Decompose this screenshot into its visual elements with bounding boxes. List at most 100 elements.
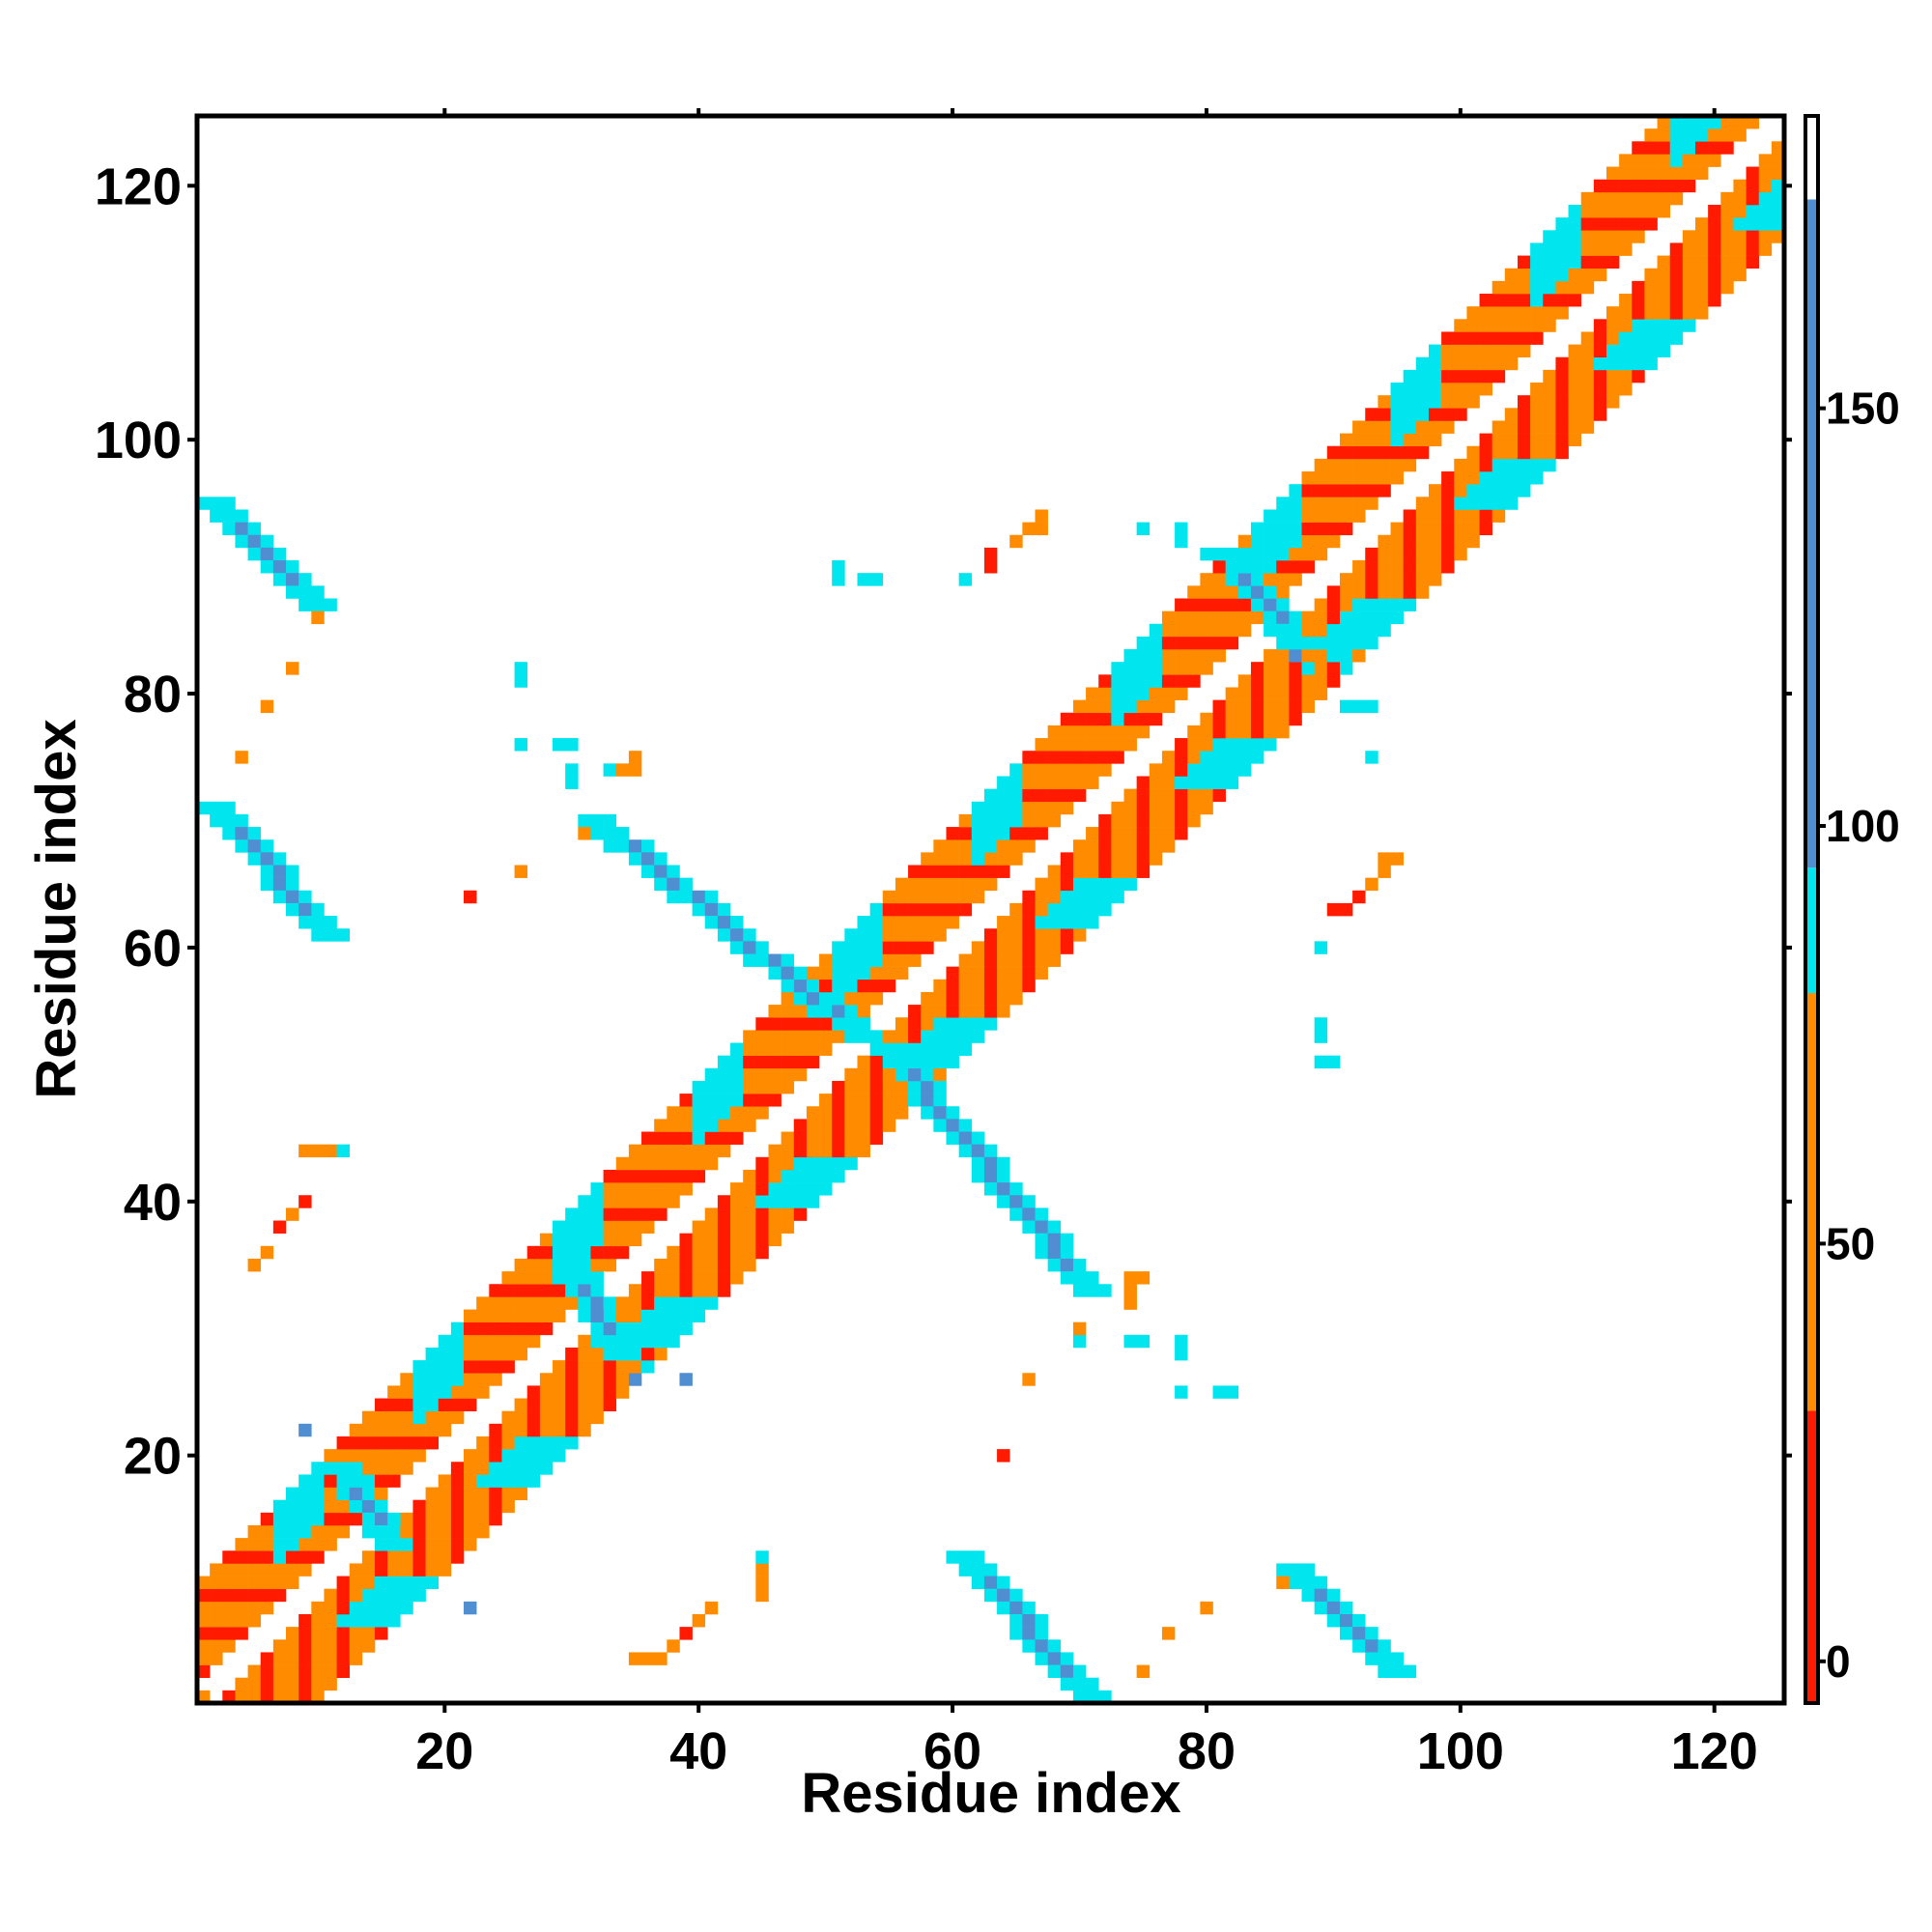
heatmap-cell: [590, 1373, 604, 1386]
heatmap-cell: [1517, 471, 1531, 485]
heatmap-cell: [1098, 1690, 1112, 1704]
heatmap-cell: [603, 839, 617, 853]
heatmap-cell: [768, 1182, 781, 1196]
heatmap-cell: [958, 1119, 973, 1132]
heatmap-cell: [539, 1284, 554, 1297]
heatmap-cell: [1682, 154, 1696, 167]
heatmap-cell: [1200, 712, 1213, 726]
heatmap-cell: [1175, 738, 1188, 752]
heatmap-cell: [1758, 230, 1773, 243]
heatmap-cell: [1593, 255, 1607, 270]
heatmap-cell: [526, 1296, 541, 1310]
heatmap-cell: [1644, 319, 1658, 332]
heatmap-cell: [539, 1373, 554, 1386]
heatmap-cell: [730, 1245, 744, 1260]
heatmap-cell: [1111, 801, 1124, 815]
heatmap-cell: [375, 1538, 388, 1551]
heatmap-cell: [781, 1017, 795, 1031]
heatmap-cell: [235, 1563, 248, 1577]
heatmap-cell: [1568, 230, 1581, 243]
heatmap-cell: [1568, 395, 1581, 409]
heatmap-cell: [806, 1195, 820, 1208]
heatmap-cell: [578, 1296, 591, 1310]
heatmap-cell: [1492, 509, 1506, 523]
heatmap-cell: [1264, 738, 1277, 752]
heatmap-cell: [565, 1398, 579, 1411]
heatmap-cell: [438, 1512, 452, 1526]
heatmap-cell: [1479, 319, 1492, 332]
heatmap-cell: [1466, 395, 1480, 409]
heatmap-cell: [1225, 636, 1239, 650]
heatmap-cell: [1415, 383, 1430, 396]
heatmap-cell: [450, 1524, 465, 1539]
heatmap-cell: [971, 877, 985, 892]
heatmap-cell: [1086, 902, 1099, 917]
heatmap-cell: [235, 1690, 248, 1704]
heatmap-cell: [692, 890, 706, 904]
heatmap-cell: [755, 1080, 769, 1094]
heatmap-cell: [247, 839, 262, 853]
heatmap-cell: [869, 1080, 884, 1094]
heatmap-cell: [1047, 1652, 1062, 1665]
heatmap-cell: [1072, 877, 1087, 892]
heatmap-cell: [464, 1360, 477, 1374]
heatmap-cell: [1289, 484, 1302, 497]
heatmap-cell: [311, 1677, 325, 1691]
heatmap-cell: [628, 1156, 642, 1171]
heatmap-cell: [1771, 166, 1785, 181]
heatmap-cell: [743, 941, 756, 954]
heatmap-cell: [882, 1119, 896, 1132]
heatmap-cell: [514, 1271, 528, 1285]
heatmap-cell: [553, 1360, 566, 1374]
heatmap-cell: [717, 1080, 731, 1094]
heatmap-cell: [501, 1284, 515, 1297]
heatmap-cell: [1098, 687, 1112, 700]
heatmap-cell: [1250, 738, 1264, 752]
heatmap-cell: [1555, 306, 1569, 320]
heatmap-cell: [667, 1144, 680, 1158]
heatmap-cell: [983, 1017, 998, 1031]
heatmap-cell: [412, 1512, 426, 1526]
heatmap-cell: [603, 763, 617, 777]
heatmap-cell: [1047, 941, 1062, 954]
heatmap-cell: [1441, 331, 1455, 345]
heatmap-cell: [1276, 509, 1290, 523]
heatmap-cell: [895, 1030, 909, 1043]
heatmap-cell: [1123, 813, 1137, 828]
heatmap-cell: [1415, 534, 1430, 549]
heatmap-cell: [311, 916, 325, 929]
heatmap-cell: [1428, 395, 1442, 409]
heatmap-cell: [1098, 902, 1112, 917]
heatmap-cell: [450, 1347, 465, 1361]
heatmap-cell: [412, 1398, 426, 1411]
heatmap-cell: [628, 1334, 642, 1349]
heatmap-cell: [1632, 205, 1645, 218]
heatmap-cell: [1047, 902, 1062, 917]
heatmap-cell: [781, 1005, 795, 1018]
heatmap-cell: [1352, 1613, 1366, 1628]
heatmap-cell: [1289, 662, 1302, 675]
heatmap-cell: [222, 509, 236, 523]
heatmap-cell: [641, 1321, 655, 1336]
heatmap-cell: [1504, 497, 1519, 510]
heatmap-cell: [654, 1271, 668, 1285]
heatmap-cell: [1365, 611, 1378, 625]
heatmap-cell: [1022, 813, 1036, 828]
heatmap-cell: [1720, 255, 1734, 270]
heatmap-cell: [247, 1601, 262, 1615]
heatmap-cell: [1441, 560, 1455, 574]
heatmap-cell: [1200, 738, 1213, 752]
heatmap-cell: [272, 1639, 287, 1653]
heatmap-cell: [1086, 1271, 1099, 1285]
heatmap-cell: [1060, 877, 1074, 892]
heatmap-cell: [197, 801, 211, 815]
x-tick-label: 100: [1417, 1722, 1504, 1780]
heatmap-cell: [1250, 547, 1264, 561]
heatmap-cell: [1619, 344, 1633, 358]
heatmap-cell: [425, 1423, 440, 1437]
heatmap-cell: [819, 1156, 833, 1171]
heatmap-cell: [1212, 573, 1226, 586]
heatmap-cell: [1390, 585, 1404, 599]
heatmap-cell: [1326, 662, 1341, 675]
heatmap-cell: [1580, 356, 1595, 371]
